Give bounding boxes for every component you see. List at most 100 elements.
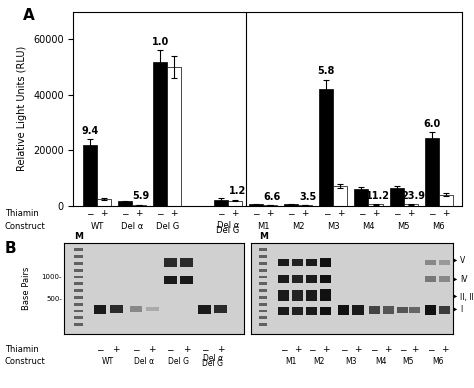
Bar <box>439 276 450 282</box>
Text: M1: M1 <box>257 222 269 232</box>
Text: −: − <box>96 345 104 355</box>
Text: 1000-: 1000- <box>42 274 62 280</box>
Text: Base Pairs: Base Pairs <box>22 267 30 310</box>
Bar <box>404 204 418 206</box>
Bar <box>153 62 167 206</box>
Text: −: − <box>156 209 164 218</box>
Text: ▶: ▶ <box>453 295 457 300</box>
Text: Del G: Del G <box>168 357 189 366</box>
Bar <box>292 290 303 297</box>
Bar <box>130 307 142 312</box>
Bar <box>278 307 289 315</box>
Bar <box>306 275 317 282</box>
Bar <box>390 188 404 206</box>
Bar <box>74 282 83 285</box>
Text: WT: WT <box>90 222 103 232</box>
Text: 1.0: 1.0 <box>152 37 169 47</box>
Bar <box>355 189 368 206</box>
Text: M4: M4 <box>362 222 375 232</box>
Bar <box>259 275 267 278</box>
Bar <box>259 282 267 285</box>
Text: Del G: Del G <box>202 359 223 368</box>
Bar <box>278 294 289 301</box>
Bar <box>292 294 303 301</box>
Text: 23.9: 23.9 <box>401 191 425 201</box>
Bar <box>94 305 106 314</box>
Text: −: − <box>252 209 260 218</box>
Bar <box>259 248 267 251</box>
Bar <box>333 186 347 206</box>
Text: −: − <box>393 209 401 218</box>
Text: 5.8: 5.8 <box>318 66 335 76</box>
Text: −: − <box>86 209 93 218</box>
Bar <box>198 305 211 314</box>
Text: +: + <box>231 209 239 218</box>
Text: ▶: ▶ <box>453 258 457 263</box>
Text: +: + <box>170 209 178 218</box>
Bar <box>83 145 97 206</box>
Text: Construct: Construct <box>5 222 46 232</box>
Bar <box>439 260 450 265</box>
Text: M5: M5 <box>402 357 414 366</box>
Text: −: − <box>166 345 174 355</box>
Text: Thiamin: Thiamin <box>5 209 38 218</box>
Text: +: + <box>410 345 418 355</box>
Text: −: − <box>287 209 295 218</box>
Bar <box>353 305 364 315</box>
Text: II, III: II, III <box>460 293 474 302</box>
Bar <box>306 259 317 266</box>
Bar <box>292 275 303 282</box>
Text: 3.5: 3.5 <box>299 192 316 202</box>
Bar <box>259 296 267 299</box>
Text: M: M <box>259 232 268 241</box>
Text: Del G: Del G <box>216 226 240 236</box>
Bar <box>74 269 83 272</box>
Text: 9.4: 9.4 <box>81 126 99 136</box>
Bar <box>259 310 267 312</box>
Bar <box>74 248 83 251</box>
Bar <box>338 305 349 315</box>
Text: M3: M3 <box>327 222 340 232</box>
Bar <box>369 307 380 314</box>
Bar <box>167 67 181 206</box>
Bar <box>97 199 111 206</box>
Bar <box>259 323 267 326</box>
Bar <box>439 194 453 206</box>
Bar <box>320 293 331 301</box>
Text: Construct: Construct <box>5 357 46 366</box>
Text: M4: M4 <box>375 357 387 366</box>
Bar <box>425 305 436 315</box>
Text: Del α: Del α <box>217 220 239 230</box>
Bar <box>278 290 289 297</box>
Text: M: M <box>74 232 83 241</box>
Bar <box>259 289 267 292</box>
Text: Del G: Del G <box>155 222 179 232</box>
Text: 500-: 500- <box>46 296 62 302</box>
Bar <box>278 259 289 266</box>
Bar <box>249 204 263 206</box>
Text: −: − <box>399 345 406 355</box>
Bar <box>409 307 420 313</box>
Bar <box>320 258 331 267</box>
Bar <box>292 307 303 315</box>
Bar <box>214 305 227 313</box>
Text: Del α: Del α <box>202 354 223 363</box>
Bar <box>259 316 267 319</box>
Bar <box>74 262 83 265</box>
Bar <box>74 275 83 278</box>
Bar <box>425 260 436 265</box>
Text: +: + <box>354 345 362 355</box>
Text: −: − <box>121 209 129 218</box>
Text: +: + <box>301 209 309 218</box>
Bar <box>164 258 176 267</box>
Text: M1: M1 <box>285 357 296 366</box>
Text: ▶: ▶ <box>453 277 457 282</box>
Text: ▶: ▶ <box>453 307 457 312</box>
Text: 5.9: 5.9 <box>133 191 150 201</box>
Text: M6: M6 <box>432 357 443 366</box>
Bar <box>110 305 122 313</box>
Text: −: − <box>217 209 225 218</box>
Bar <box>292 259 303 266</box>
Bar <box>306 307 317 315</box>
Bar <box>306 294 317 301</box>
